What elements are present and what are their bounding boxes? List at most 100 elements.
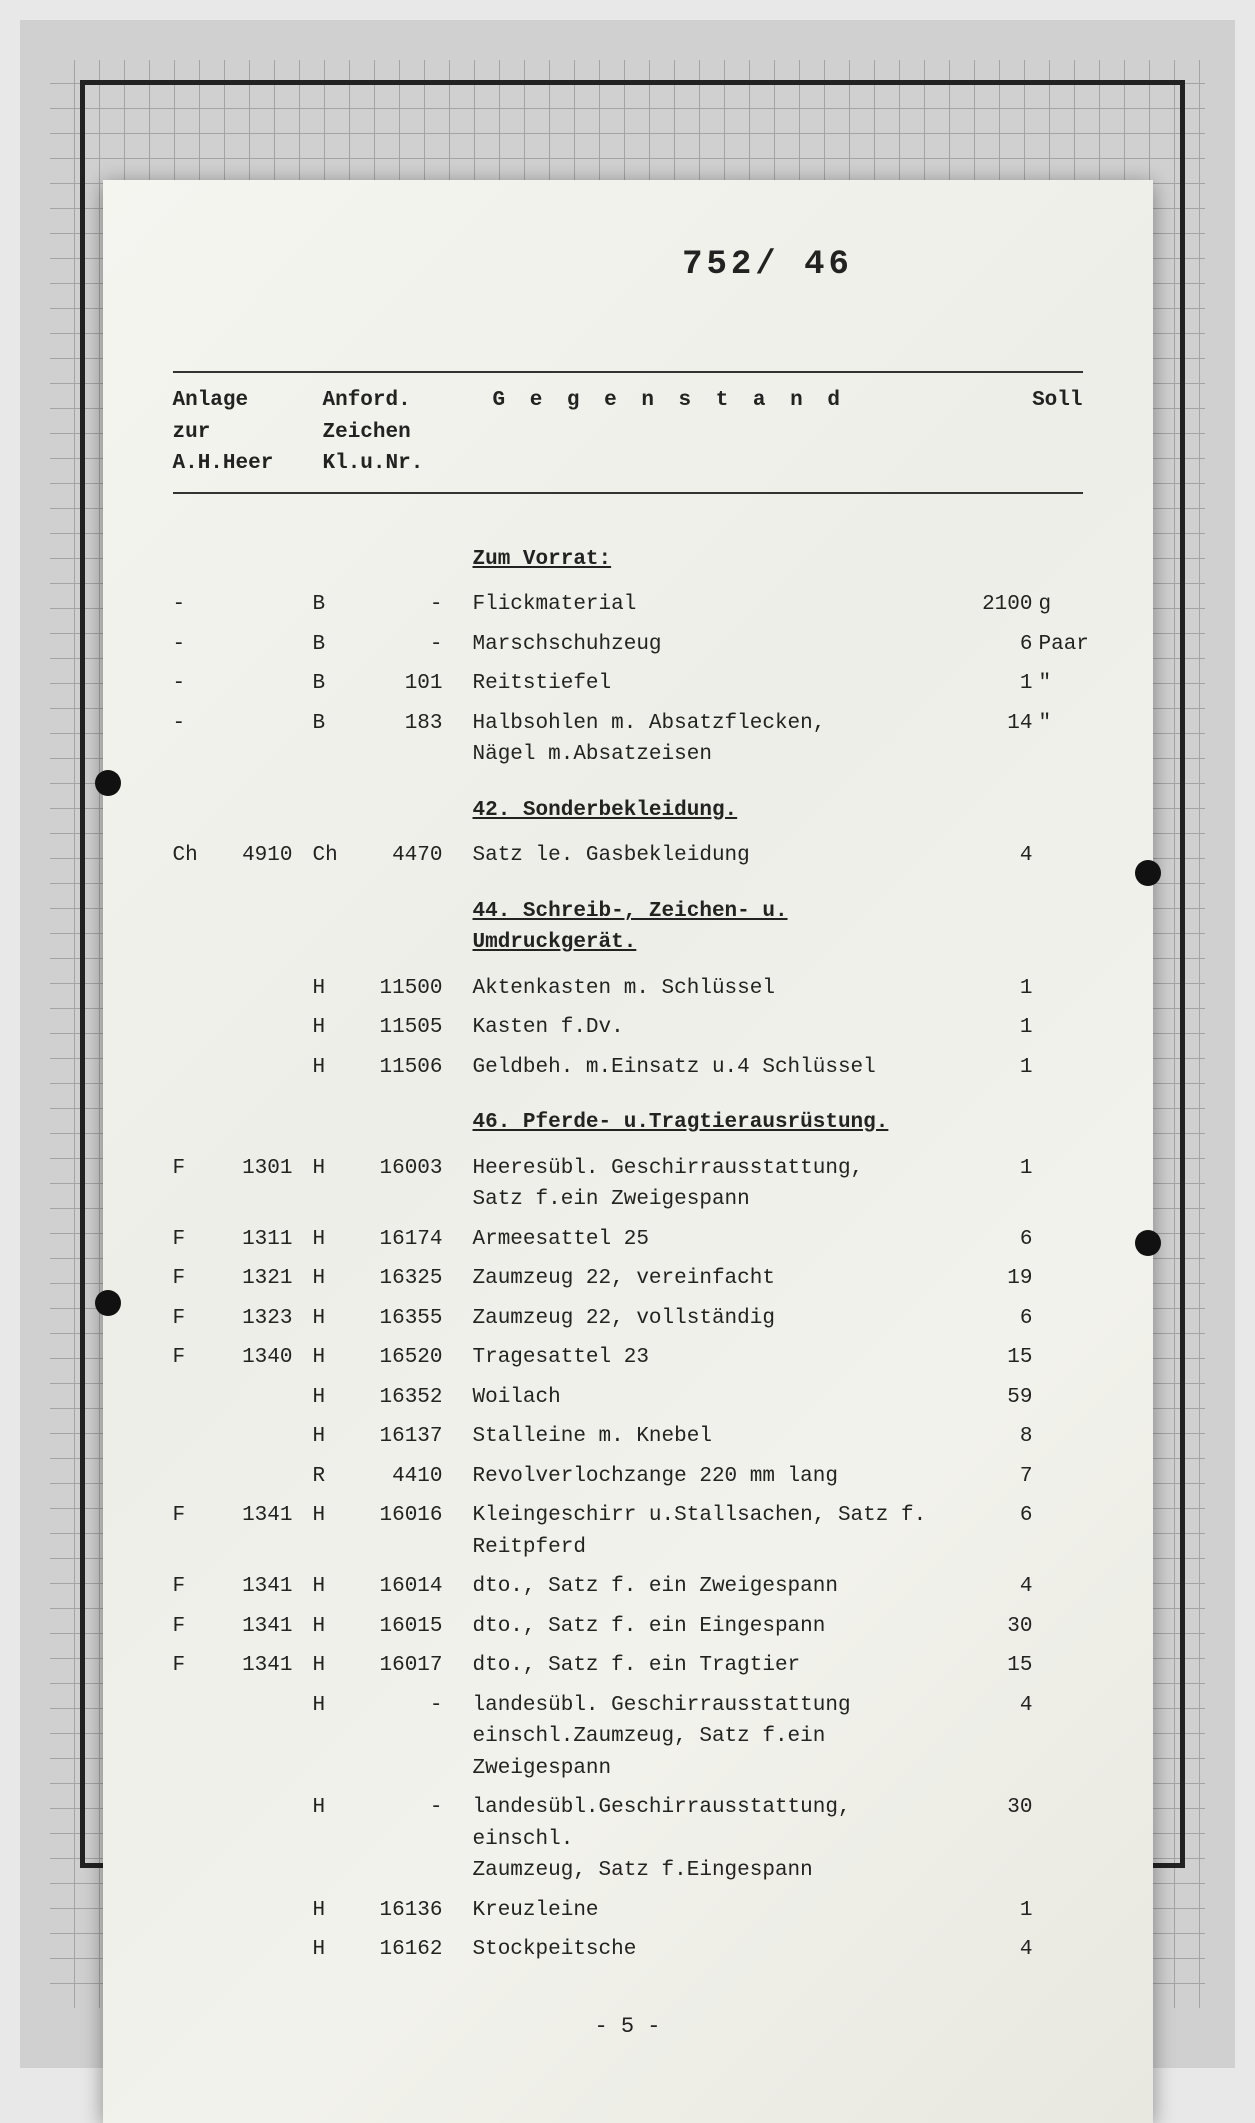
cell-soll: 1: [963, 973, 1033, 1005]
header-anford: Anford.ZeichenKl.u.Nr.: [323, 385, 473, 480]
cell-anford-num: 16352: [363, 1382, 463, 1414]
cell-anlage-code: F: [173, 1342, 223, 1374]
cell-anford-num: 16014: [363, 1571, 463, 1603]
cell-gegenstand: Zaumzeug 22, vereinfacht: [463, 1263, 963, 1295]
cell-soll: 6: [963, 629, 1033, 661]
cell-soll: 1: [963, 1153, 1033, 1185]
section-title: Zum Vorrat:: [463, 528, 963, 582]
table-row: F1341H16016Kleingeschirr u.Stallsachen, …: [173, 1496, 1083, 1567]
table-row: -B183Halbsohlen m. Absatzflecken,Nägel m…: [173, 704, 1083, 775]
cell-soll: 6: [963, 1500, 1033, 1532]
cell-gegenstand: landesübl.Geschirrausstattung, einschl.Z…: [463, 1792, 963, 1887]
table-row: R4410Revolverlochzange 220 mm lang7: [173, 1457, 1083, 1497]
table-row: H16136Kreuzleine1: [173, 1891, 1083, 1931]
cell-anlage-code: F: [173, 1500, 223, 1532]
cell-unit: ": [1033, 668, 1083, 700]
section-header: Zum Vorrat:: [173, 524, 1083, 586]
cell-anford-num: -: [363, 1690, 463, 1722]
cell-anford-code: H: [313, 1792, 363, 1824]
cell-gegenstand: Armeesattel 25: [463, 1224, 963, 1256]
scan-frame: 752/ 46 AnlagezurA.H.Heer Anford.Zeichen…: [20, 20, 1235, 2068]
cell-anford-num: 4470: [363, 840, 463, 872]
cell-gegenstand: Kreuzleine: [463, 1895, 963, 1927]
cell-anford-code: H: [313, 1650, 363, 1682]
cell-gegenstand: Revolverlochzange 220 mm lang: [463, 1461, 963, 1493]
cell-anlage-code: F: [173, 1303, 223, 1335]
cell-soll: 6: [963, 1303, 1033, 1335]
cell-anford-code: B: [313, 629, 363, 661]
cell-anlage-code: -: [173, 668, 223, 700]
cell-gegenstand: Stalleine m. Knebel: [463, 1421, 963, 1453]
cell-gegenstand: Kleingeschirr u.Stallsachen, Satz f.Reit…: [463, 1500, 963, 1563]
cell-anford-code: H: [313, 1611, 363, 1643]
cell-anford-num: 16016: [363, 1500, 463, 1532]
cell-anford-num: 16003: [363, 1153, 463, 1185]
cell-anlage-code: F: [173, 1571, 223, 1603]
cell-anford-num: 16136: [363, 1895, 463, 1927]
table-row: H16162Stockpeitsche4: [173, 1930, 1083, 1970]
cell-anlage-num: 1341: [223, 1500, 313, 1532]
table-row: H16352Woilach59: [173, 1378, 1083, 1418]
table-row: H11506Geldbeh. m.Einsatz u.4 Schlüssel1: [173, 1048, 1083, 1088]
cell-anford-code: H: [313, 1052, 363, 1084]
cell-soll: 2100: [963, 589, 1033, 621]
cell-anford-num: 16355: [363, 1303, 463, 1335]
cell-anford-num: 16015: [363, 1611, 463, 1643]
cell-anford-num: 16137: [363, 1421, 463, 1453]
punch-hole-icon: [1135, 860, 1161, 886]
cell-gegenstand: Zaumzeug 22, vollständig: [463, 1303, 963, 1335]
cell-soll: 8: [963, 1421, 1033, 1453]
cell-unit: ": [1033, 708, 1083, 740]
cell-anford-code: H: [313, 1342, 363, 1374]
cell-anford-code: H: [313, 1012, 363, 1044]
cell-anford-num: 183: [363, 708, 463, 740]
cell-anford-code: R: [313, 1461, 363, 1493]
cell-anford-num: -: [363, 1792, 463, 1824]
cell-soll: 30: [963, 1792, 1033, 1824]
cell-anford-num: -: [363, 589, 463, 621]
cell-anford-num: 16520: [363, 1342, 463, 1374]
table-row: F1340H16520Tragesattel 2315: [173, 1338, 1083, 1378]
cell-anlage-num: 1301: [223, 1153, 313, 1185]
table-row: F1323H16355Zaumzeug 22, vollständig6: [173, 1299, 1083, 1339]
cell-anlage-code: F: [173, 1153, 223, 1185]
cell-anlage-num: 1323: [223, 1303, 313, 1335]
cell-unit: g: [1033, 589, 1083, 621]
cell-soll: 1: [963, 668, 1033, 700]
cell-anford-code: H: [313, 1421, 363, 1453]
section-header: 46. Pferde- u.Tragtierausrüstung.: [173, 1087, 1083, 1149]
cell-anlage-code: -: [173, 629, 223, 661]
cell-soll: 1: [963, 1012, 1033, 1044]
cell-gegenstand: Reitstiefel: [463, 668, 963, 700]
punch-hole-icon: [95, 1290, 121, 1316]
table-row: H16137Stalleine m. Knebel8: [173, 1417, 1083, 1457]
table-header: AnlagezurA.H.Heer Anford.ZeichenKl.u.Nr.…: [173, 371, 1083, 494]
cell-gegenstand: Geldbeh. m.Einsatz u.4 Schlüssel: [463, 1052, 963, 1084]
cell-anlage-code: Ch: [173, 840, 223, 872]
cell-anlage-num: 1341: [223, 1650, 313, 1682]
cell-anford-num: 16325: [363, 1263, 463, 1295]
cell-soll: 4: [963, 1571, 1033, 1603]
cell-anford-code: H: [313, 1895, 363, 1927]
cell-anford-num: 11505: [363, 1012, 463, 1044]
cell-anford-num: 16174: [363, 1224, 463, 1256]
section-header: 42. Sonderbekleidung.: [173, 775, 1083, 837]
cell-anford-code: Ch: [313, 840, 363, 872]
table-row: H11505Kasten f.Dv.1: [173, 1008, 1083, 1048]
cell-anlage-code: -: [173, 708, 223, 740]
section-title: 46. Pferde- u.Tragtierausrüstung.: [463, 1091, 963, 1145]
section-header: 44. Schreib-, Zeichen- u. Umdruckgerät.: [173, 876, 1083, 969]
cell-gegenstand: dto., Satz f. ein Tragtier: [463, 1650, 963, 1682]
cell-soll: 4: [963, 1690, 1033, 1722]
section-title: 42. Sonderbekleidung.: [463, 779, 963, 833]
cell-anford-num: 11500: [363, 973, 463, 1005]
cell-soll: 14: [963, 708, 1033, 740]
cell-anlage-code: F: [173, 1650, 223, 1682]
table-row: Ch4910Ch4470Satz le. Gasbekleidung4: [173, 836, 1083, 876]
cell-anlage-num: 1321: [223, 1263, 313, 1295]
cell-anlage-code: F: [173, 1224, 223, 1256]
cell-anlage-num: 1311: [223, 1224, 313, 1256]
cell-soll: 19: [963, 1263, 1033, 1295]
cell-gegenstand: Kasten f.Dv.: [463, 1012, 963, 1044]
cell-gegenstand: Halbsohlen m. Absatzflecken,Nägel m.Absa…: [463, 708, 963, 771]
